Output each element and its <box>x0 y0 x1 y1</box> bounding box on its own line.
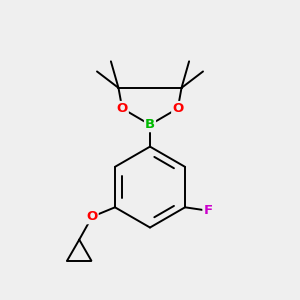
Text: B: B <box>145 118 155 131</box>
Text: O: O <box>172 102 183 115</box>
Text: O: O <box>86 210 98 223</box>
Text: F: F <box>203 204 212 217</box>
Text: O: O <box>117 102 128 115</box>
